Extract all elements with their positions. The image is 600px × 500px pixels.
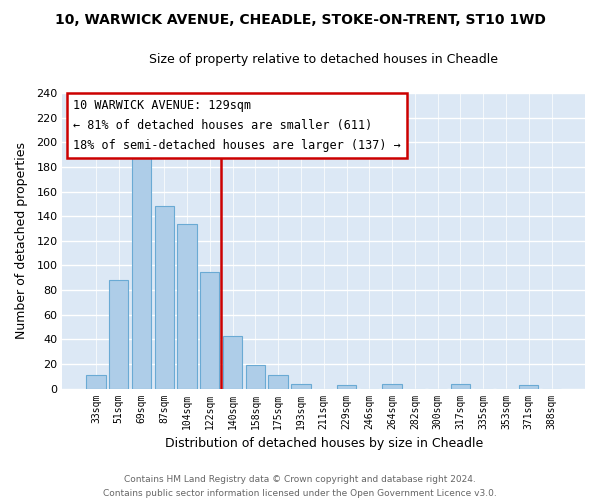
Bar bbox=[337, 385, 356, 388]
Title: Size of property relative to detached houses in Cheadle: Size of property relative to detached ho… bbox=[149, 52, 498, 66]
Bar bbox=[86, 375, 106, 388]
Text: 10 WARWICK AVENUE: 129sqm
← 81% of detached houses are smaller (611)
18% of semi: 10 WARWICK AVENUE: 129sqm ← 81% of detac… bbox=[73, 99, 401, 152]
Y-axis label: Number of detached properties: Number of detached properties bbox=[15, 142, 28, 340]
Bar bbox=[519, 385, 538, 388]
Bar bbox=[200, 272, 220, 388]
Bar bbox=[132, 148, 151, 388]
Text: Contains HM Land Registry data © Crown copyright and database right 2024.
Contai: Contains HM Land Registry data © Crown c… bbox=[103, 476, 497, 498]
Bar bbox=[382, 384, 402, 388]
Bar bbox=[291, 384, 311, 388]
Bar bbox=[245, 365, 265, 388]
Bar bbox=[178, 224, 197, 388]
Bar bbox=[451, 384, 470, 388]
Bar bbox=[109, 280, 128, 388]
Text: 10, WARWICK AVENUE, CHEADLE, STOKE-ON-TRENT, ST10 1WD: 10, WARWICK AVENUE, CHEADLE, STOKE-ON-TR… bbox=[55, 12, 545, 26]
Bar bbox=[268, 375, 288, 388]
Bar bbox=[155, 206, 174, 388]
Bar bbox=[223, 336, 242, 388]
X-axis label: Distribution of detached houses by size in Cheadle: Distribution of detached houses by size … bbox=[164, 437, 483, 450]
